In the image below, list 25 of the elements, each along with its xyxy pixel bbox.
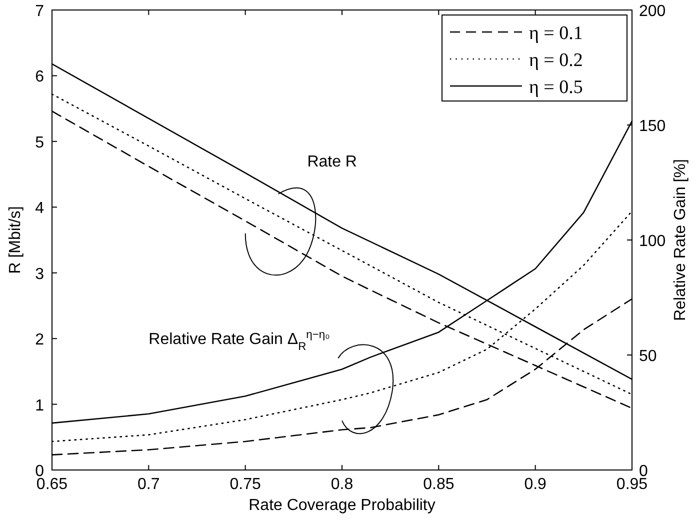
y2-tick-label: 150 bbox=[639, 118, 666, 135]
x-tick-label: 0.85 bbox=[423, 476, 454, 493]
y-tick-label: 6 bbox=[35, 68, 44, 86]
y2-tick-label: 50 bbox=[639, 348, 657, 365]
y-tick-label: 1 bbox=[35, 397, 44, 414]
x-tick-label: 0.75 bbox=[230, 476, 262, 493]
y-axis-title: R [Mbit/s] bbox=[7, 206, 24, 274]
y2-tick-label: 100 bbox=[639, 233, 666, 250]
x-tick-label: 0.8 bbox=[330, 476, 354, 493]
y-tick-label: 4 bbox=[35, 200, 44, 218]
annotation: Rate R bbox=[307, 153, 357, 170]
y-tick-label: 2 bbox=[35, 332, 44, 349]
y2-tick-label: 200 bbox=[639, 3, 666, 20]
x-tick-label: 0.7 bbox=[138, 476, 160, 493]
y-tick-label: 5 bbox=[35, 134, 44, 152]
x-tick-label: 0.65 bbox=[36, 476, 68, 493]
x-axis-title: Rate Coverage Probability bbox=[248, 497, 436, 514]
legend-label: η = 0.5 bbox=[529, 77, 583, 98]
y-tick-label: 3 bbox=[35, 266, 44, 283]
legend-label: η = 0.2 bbox=[529, 50, 583, 71]
x-tick-label: 0.95 bbox=[616, 476, 648, 493]
y-tick-label: 7 bbox=[35, 3, 44, 20]
legend-label: η = 0.1 bbox=[529, 23, 583, 44]
x-tick-label: 0.9 bbox=[524, 476, 547, 493]
y2-axis-title: Relative Rate Gain [%] bbox=[672, 159, 689, 321]
